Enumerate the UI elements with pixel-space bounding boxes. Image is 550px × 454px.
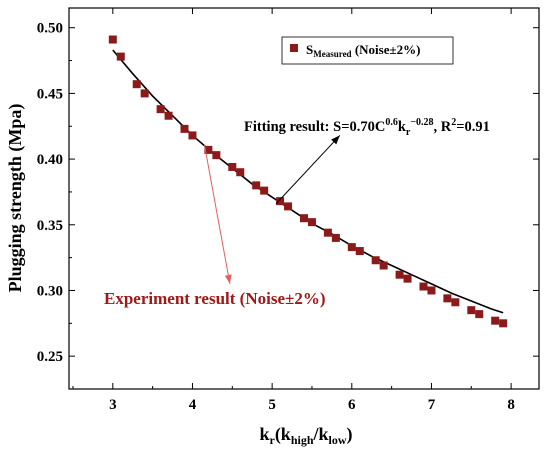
data-point xyxy=(427,286,436,295)
data-point xyxy=(307,218,316,227)
y-tick-label: 0.25 xyxy=(37,349,63,365)
x-tick-label: 6 xyxy=(348,397,356,413)
y-tick-label: 0.35 xyxy=(37,218,63,234)
data-point xyxy=(419,282,428,291)
x-tick-label: 7 xyxy=(428,397,436,413)
fit-annotation: Fitting result: S=0.70C0.6kr−0.28, R2=0.… xyxy=(244,117,490,138)
y-axis-ticks: 0.25 0.30 0.35 0.40 0.45 0.50 xyxy=(37,21,539,390)
data-point xyxy=(260,186,269,195)
y-tick-label: 0.30 xyxy=(37,283,63,299)
data-point xyxy=(395,270,404,279)
data-point xyxy=(355,247,364,256)
experiment-arrow xyxy=(203,144,231,284)
data-point xyxy=(252,181,261,190)
data-point xyxy=(140,89,149,98)
data-point xyxy=(451,298,460,307)
data-point xyxy=(188,131,197,140)
data-point xyxy=(491,316,500,325)
data-point xyxy=(156,105,165,114)
y-tick-label: 0.45 xyxy=(37,86,63,102)
data-point xyxy=(180,124,189,133)
data-point xyxy=(164,111,173,120)
data-point xyxy=(467,306,476,315)
data-point xyxy=(228,162,237,171)
data-point xyxy=(475,310,484,319)
data-point xyxy=(284,202,293,211)
data-point xyxy=(499,319,508,328)
legend-label: SMeasured (Noise±2%) xyxy=(306,42,420,59)
y-axis-label: Plugging strength (Mpa) xyxy=(5,104,26,293)
x-tick-label: 8 xyxy=(507,397,515,413)
legend-marker xyxy=(290,44,298,52)
data-point xyxy=(204,145,213,154)
data-point xyxy=(347,243,356,252)
x-tick-label: 4 xyxy=(189,397,197,413)
data-point xyxy=(212,151,221,160)
fit-arrow xyxy=(275,135,341,205)
data-markers xyxy=(108,35,508,328)
data-point xyxy=(331,233,340,242)
data-point xyxy=(371,256,380,265)
data-point xyxy=(323,228,332,237)
fit-arrowhead xyxy=(331,135,340,145)
x-axis-ticks: 3 4 5 6 7 8 xyxy=(72,8,515,413)
x-tick-label: 5 xyxy=(268,397,276,413)
data-point xyxy=(403,274,412,283)
x-axis-label: kr(khigh/klow) xyxy=(259,424,352,447)
data-point xyxy=(276,197,285,206)
data-point xyxy=(116,52,125,61)
x-tick-label: 3 xyxy=(109,397,117,413)
legend-box xyxy=(281,36,454,65)
y-tick-label: 0.40 xyxy=(37,152,63,168)
data-point xyxy=(379,261,388,270)
data-point xyxy=(132,80,141,89)
data-point xyxy=(443,294,452,303)
data-point xyxy=(300,214,308,223)
experiment-arrowhead xyxy=(224,274,232,284)
data-point xyxy=(108,35,117,44)
data-point xyxy=(236,168,245,177)
fit-curve xyxy=(112,49,504,314)
y-tick-label: 0.50 xyxy=(37,21,63,37)
plot-frame xyxy=(68,7,540,390)
legend: SMeasured (Noise±2%) xyxy=(281,36,454,65)
experiment-annotation: Experiment result (Noise±2%) xyxy=(104,289,325,308)
